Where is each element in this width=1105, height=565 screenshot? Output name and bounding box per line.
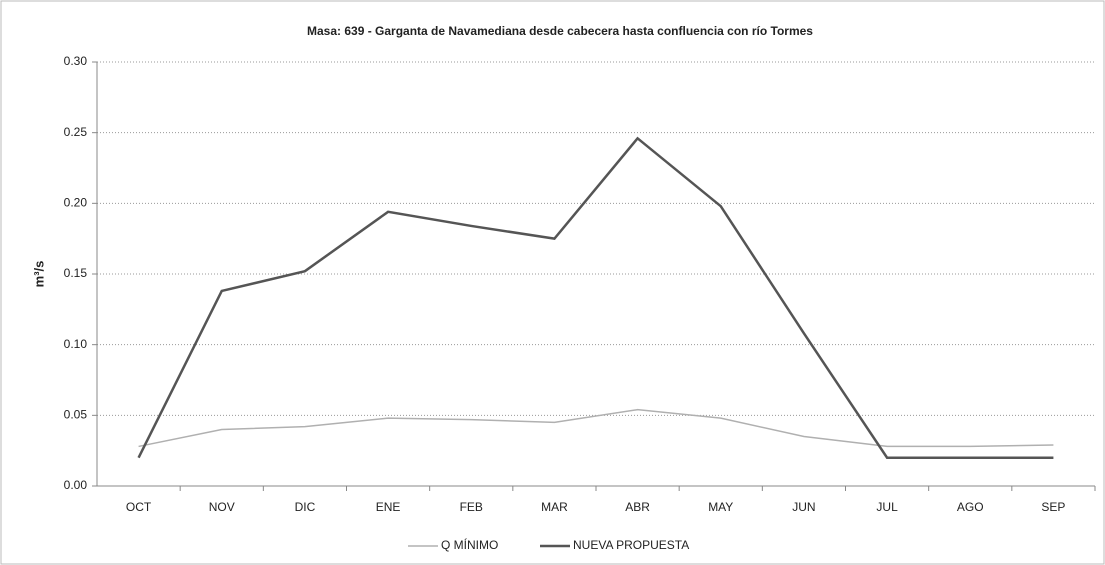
x-tick-label: NOV	[209, 500, 235, 514]
x-tick-label: ABR	[625, 500, 650, 514]
x-tick-label: JUN	[792, 500, 815, 514]
y-axis-label: m³/s	[31, 261, 46, 288]
x-tick-label: MAR	[541, 500, 568, 514]
x-tick-label: OCT	[126, 500, 152, 514]
y-tick-label: 0.20	[64, 196, 88, 210]
x-tick-label: AGO	[957, 500, 984, 514]
y-tick-label: 0.00	[64, 478, 88, 492]
x-tick-label: JUL	[876, 500, 898, 514]
y-tick-label: 0.15	[64, 266, 88, 280]
series-line	[138, 408, 1054, 448]
x-tick-label: FEB	[460, 500, 483, 514]
x-tick-label: SEP	[1041, 500, 1065, 514]
x-tick-label: ENE	[376, 500, 401, 514]
y-tick-label: 0.25	[64, 125, 88, 139]
x-tick-label: DIC	[295, 500, 316, 514]
chart-title: Masa: 639 - Garganta de Navamediana desd…	[307, 24, 813, 38]
y-tick-label: 0.05	[64, 408, 88, 422]
y-tick-label: 0.30	[64, 54, 88, 68]
x-tick-label: MAY	[708, 500, 733, 514]
y-tick-label: 0.10	[64, 337, 88, 351]
legend-label: Q MÍNIMO	[441, 537, 498, 552]
legend-label: NUEVA PROPUESTA	[573, 538, 689, 552]
series-line	[137, 136, 1054, 459]
